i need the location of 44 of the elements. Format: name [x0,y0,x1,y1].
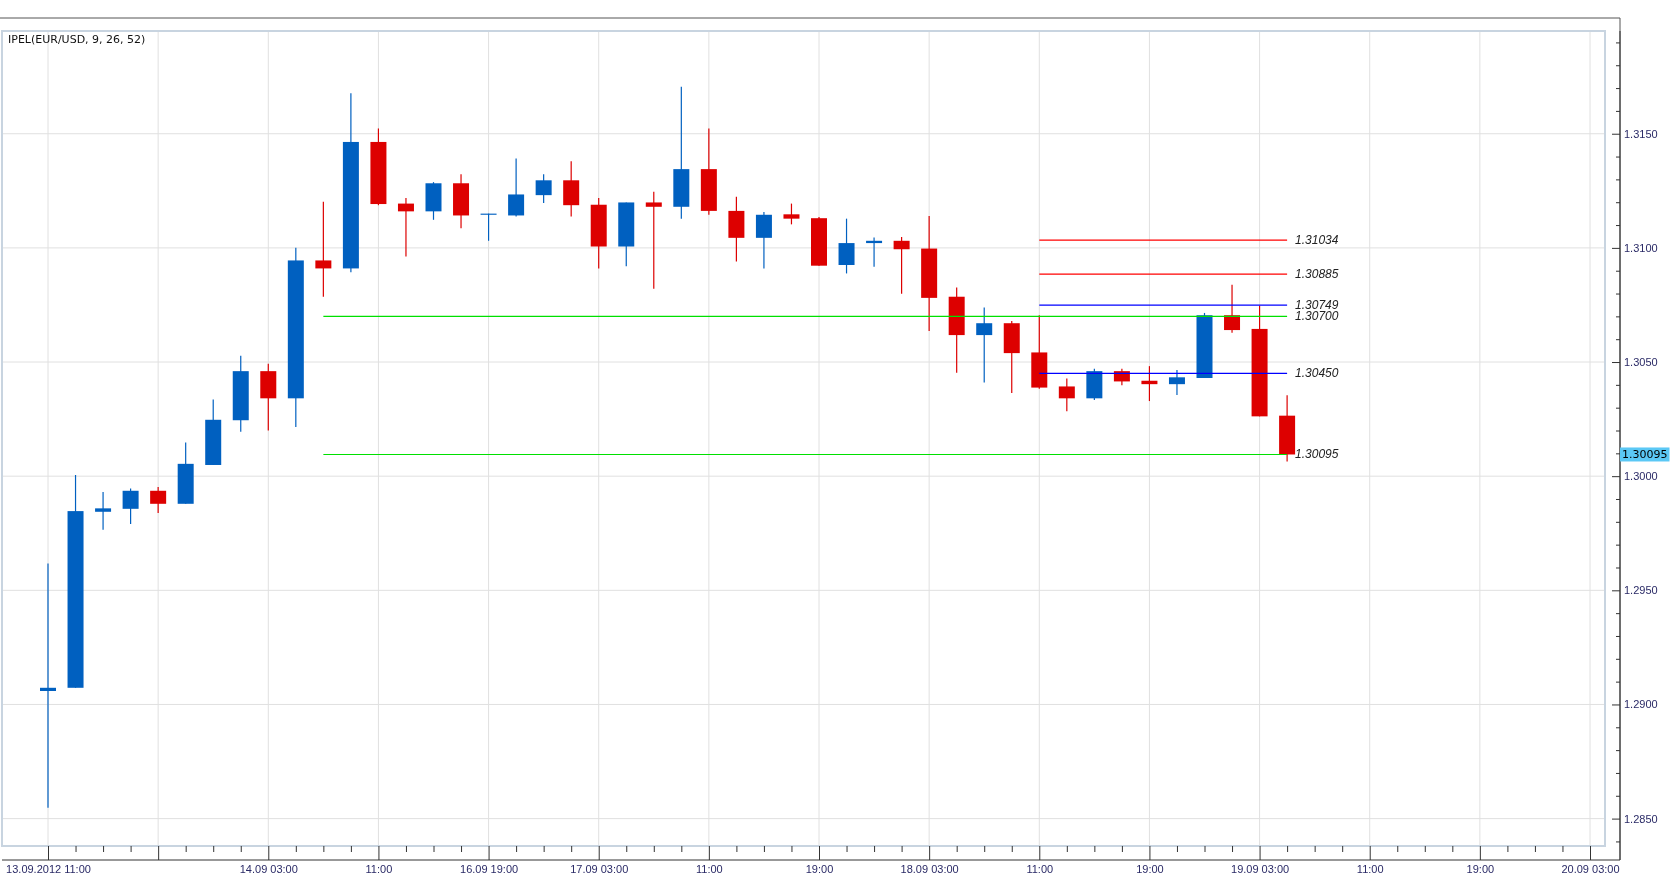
series-label: 1.30450 [1295,366,1339,381]
series-label: 1.31034 [1295,232,1339,247]
candlestick [535,173,552,204]
series-label: 1.30885 [1295,266,1339,281]
y-tick-label: 1.3100 [1624,241,1658,254]
candlestick [645,191,662,290]
x-tick-label: 19:00 [1136,862,1164,875]
candlestick [95,491,112,531]
candlestick [755,211,772,270]
y-tick-label: 1.2950 [1624,584,1658,597]
y-tick-label: 1.3050 [1624,356,1658,369]
candlestick [40,563,56,809]
candlestick [1168,369,1185,396]
candlestick [150,486,167,514]
candlestick [838,218,855,275]
x-tick-label: 11:00 [1356,862,1384,875]
candlestick [397,197,414,258]
x-tick-label: 19.09 03:00 [1231,862,1290,875]
candlestick [893,236,910,295]
candlestick [783,202,800,225]
y-tick-label: 1.3150 [1624,127,1658,140]
series-label: 1.30095 [1295,447,1339,462]
x-tick-label: 13.09.2012 11:00 [6,862,91,875]
x-tick-label: 19:00 [1466,862,1495,875]
x-tick-label: 11:00 [365,862,393,875]
x-tick-label: 20.09 03:00 [1561,862,1620,875]
chart-title: IPEL(EUR/USD, 9, 26, 52) [8,33,146,46]
candlestick [976,306,993,384]
y-tick-label: 1.3000 [1624,470,1658,483]
x-tick-label: 19:00 [805,862,834,875]
text: 1.30095 [1622,448,1668,462]
candlestick [315,201,332,298]
x-tick-label: 11:00 [696,862,723,875]
x-tick-label: 16.09 19:00 [460,862,519,875]
candlestick [508,157,525,218]
x-tick-label: 18.09 03:00 [900,862,959,875]
x-tick-label: 14.09 03:00 [239,862,298,875]
candlestick [122,487,139,525]
y-tick-label: 1.2900 [1624,698,1658,711]
candlestick [1224,284,1241,334]
x-tick-label: 17.09 03:00 [570,862,629,875]
candlestick [1058,377,1075,412]
y-tick-label: 1.2850 [1624,812,1658,825]
x-tick-label: 11:00 [1026,862,1054,875]
